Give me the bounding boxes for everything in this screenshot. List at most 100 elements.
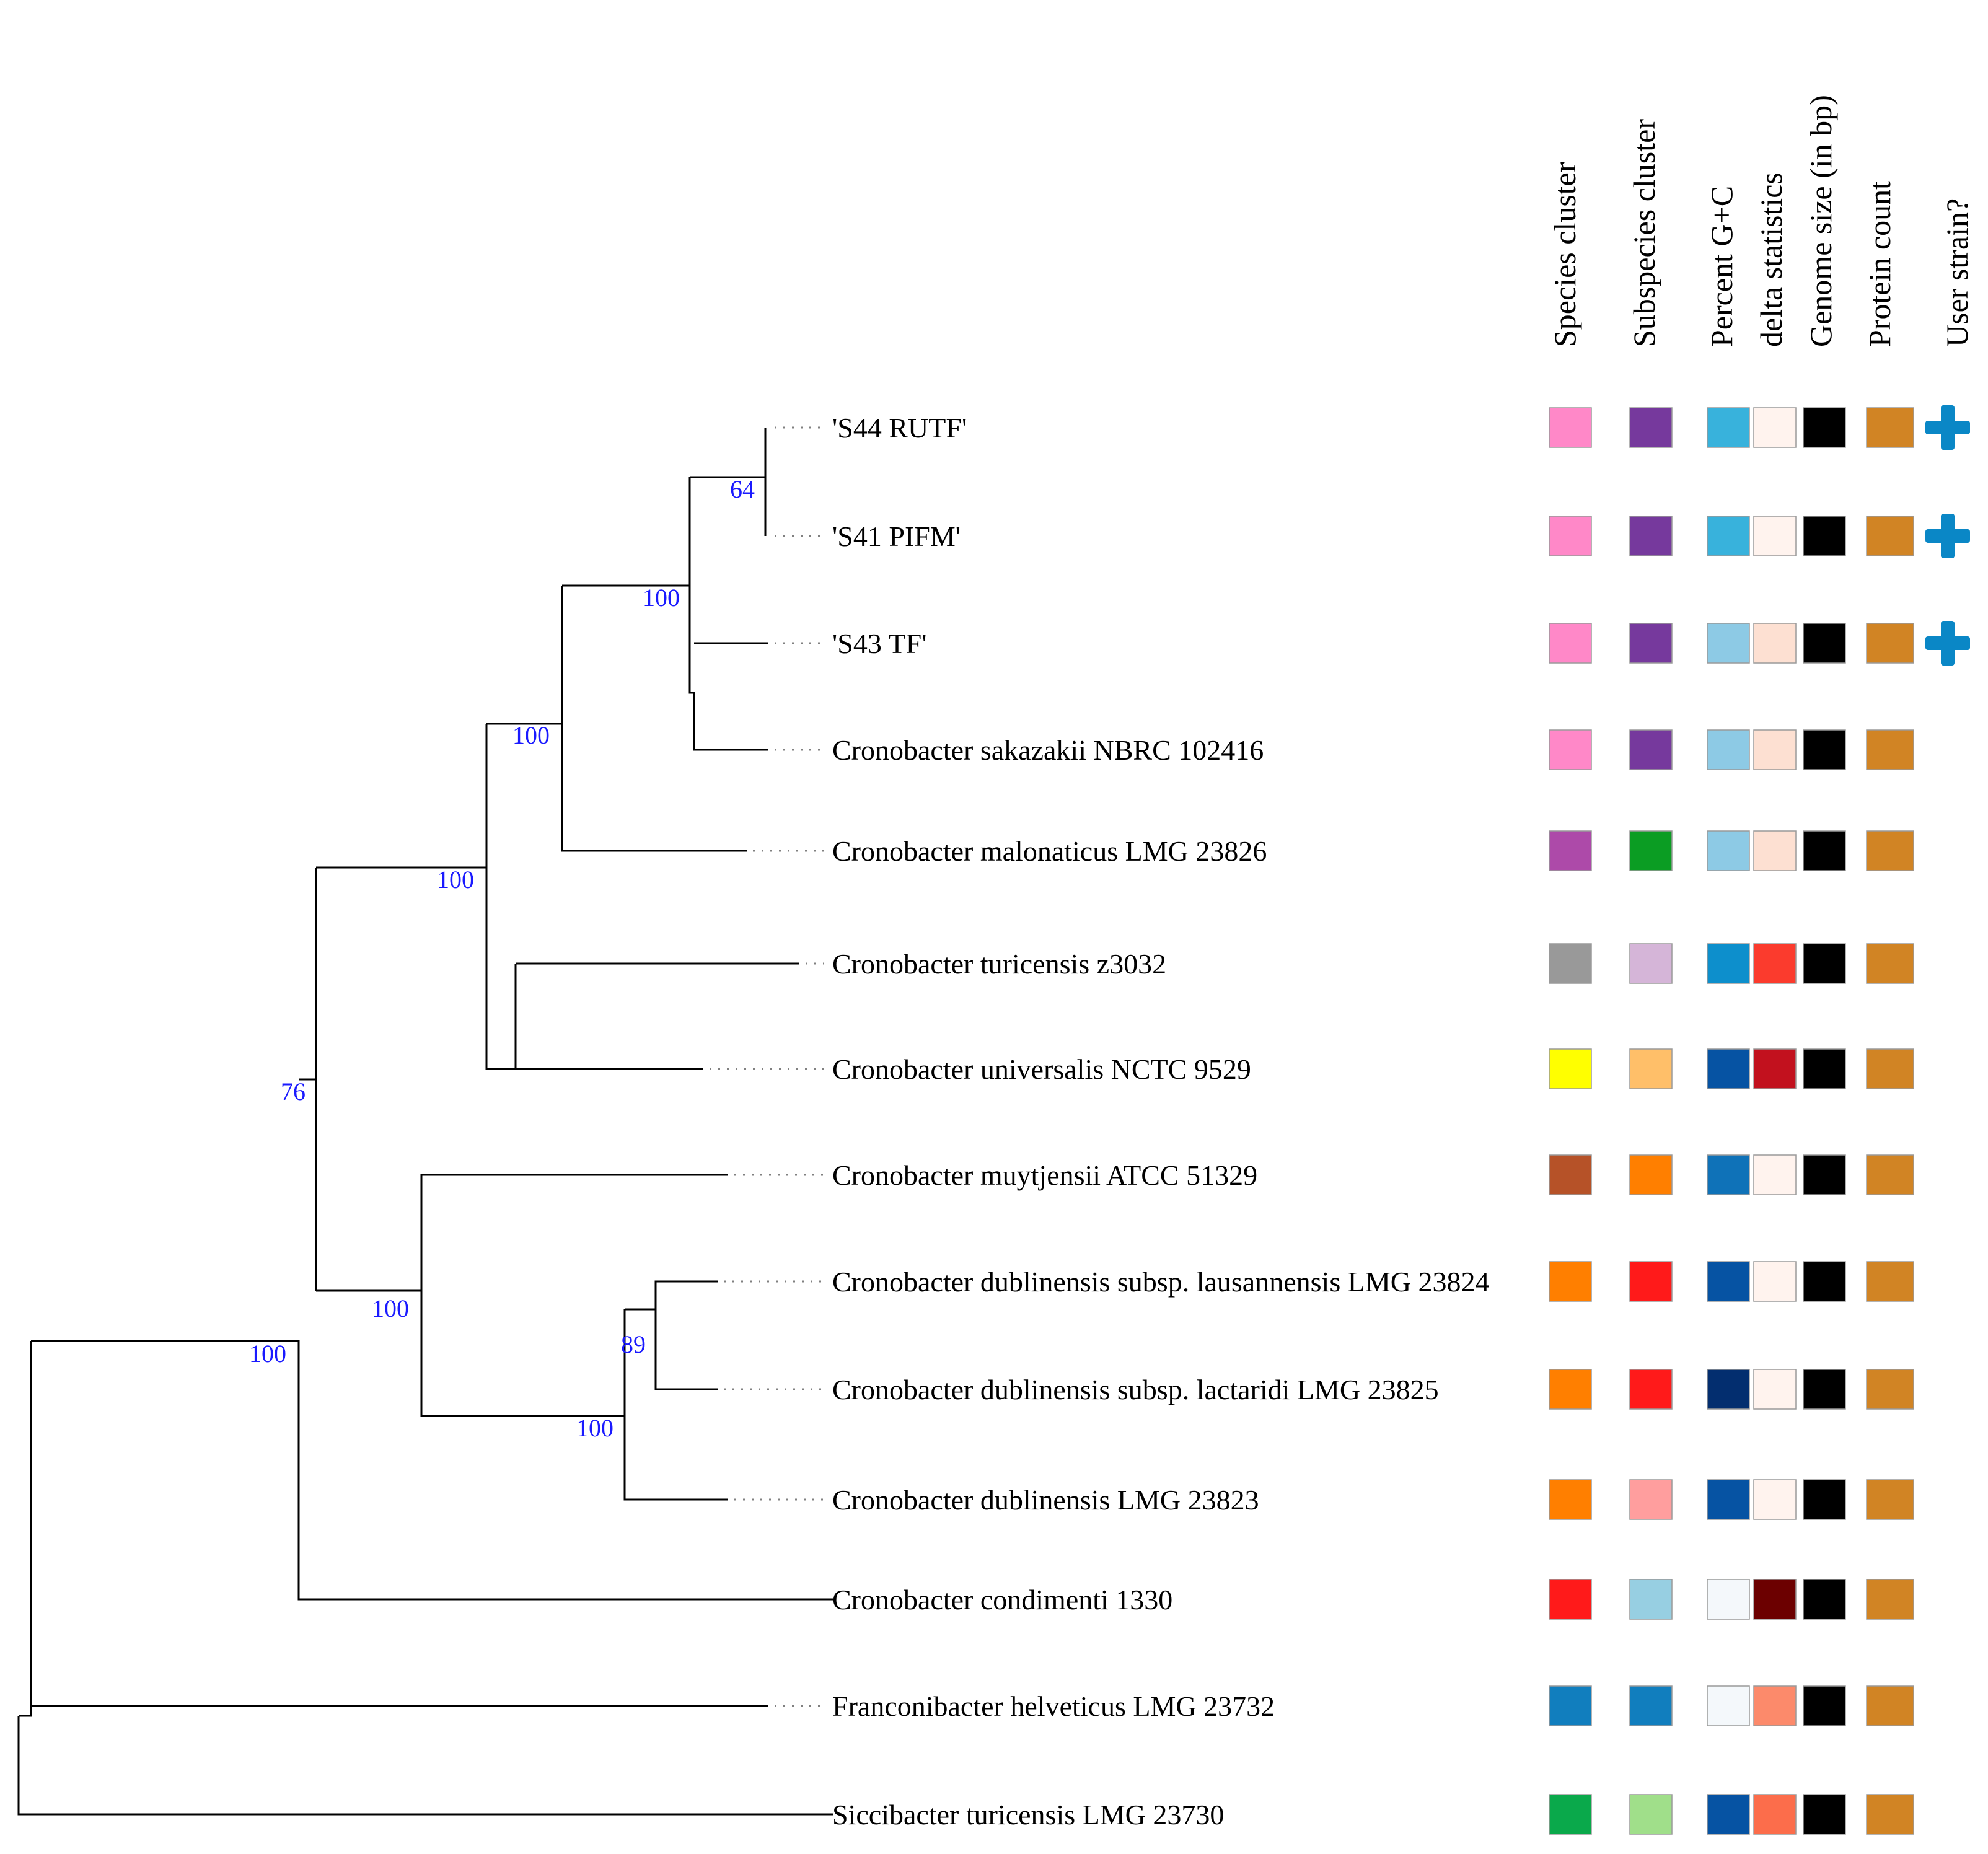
leaf-label: 'S41 PIFM' <box>832 521 961 552</box>
percent-gc-cell <box>1707 830 1750 871</box>
subspecies-cluster-cell <box>1629 729 1673 770</box>
subspecies-cluster-cell <box>1629 623 1673 664</box>
species-cluster-cell <box>1549 516 1592 556</box>
branch-clade-sakazakii-group <box>316 724 516 1070</box>
delta-statistics-cell <box>1753 1794 1797 1835</box>
protein-count-cell <box>1866 623 1914 664</box>
bootstrap-value: 100 <box>576 1414 614 1442</box>
subspecies-cluster-cell <box>1629 1685 1673 1726</box>
metadata-cells <box>1549 407 1914 1835</box>
tree-branches <box>17 428 833 1816</box>
percent-gc-cell <box>1707 623 1750 664</box>
delta-statistics-cell <box>1753 729 1797 770</box>
protein-count-cell <box>1866 1369 1914 1410</box>
leaf-label: Cronobacter universalis NCTC 9529 <box>832 1053 1251 1085</box>
percent-gc-cell <box>1707 1479 1750 1520</box>
bootstrap-value: 76 <box>281 1078 306 1105</box>
protein-count-cell <box>1866 1579 1914 1620</box>
branch-dublinensis-subsp <box>625 1280 718 1390</box>
percent-gc-cell <box>1707 407 1750 448</box>
branch-sak-mal <box>486 586 747 852</box>
percent-gc-cell <box>1707 1579 1750 1620</box>
protein-count-cell <box>1866 1479 1914 1520</box>
leaf-label: Cronobacter condimenti 1330 <box>832 1584 1172 1615</box>
protein-count-cell <box>1866 729 1914 770</box>
leaf-label: Cronobacter dublinensis subsp. lactaridi… <box>832 1374 1439 1405</box>
column-header-percent-gc: Percent G+C <box>1704 186 1739 347</box>
branch-user-strains <box>690 428 767 536</box>
species-cluster-cell <box>1549 1261 1592 1302</box>
protein-count-cell <box>1866 516 1914 556</box>
species-cluster-cell <box>1549 1154 1592 1195</box>
leaf-labels: 'S44 RUTF' 'S41 PIFM' 'S43 TF' Cronobact… <box>832 412 1489 1830</box>
leaf-label: 'S43 TF' <box>832 628 927 659</box>
subspecies-cluster-cell <box>1629 1369 1673 1410</box>
species-cluster-cell <box>1549 1685 1592 1726</box>
percent-gc-cell <box>1707 1261 1750 1302</box>
bootstrap-value: 100 <box>512 721 550 749</box>
genome-size-cell <box>1803 943 1846 984</box>
delta-statistics-cell <box>1753 1261 1797 1302</box>
branch-tur-uni <box>514 964 703 1070</box>
percent-gc-cell <box>1707 1685 1750 1726</box>
protein-count-cell <box>1866 1685 1914 1726</box>
subspecies-cluster-cell <box>1629 1048 1673 1089</box>
delta-statistics-cell <box>1753 1479 1797 1520</box>
species-cluster-cell <box>1549 407 1592 448</box>
branch-ingroup <box>19 1341 768 1717</box>
species-cluster-cell <box>1549 943 1592 984</box>
protein-count-cell <box>1866 943 1914 984</box>
subspecies-cluster-cell <box>1629 943 1673 984</box>
protein-count-cell <box>1866 1261 1914 1302</box>
branch-cronobacter <box>31 1340 833 1601</box>
column-header-subspecies-cluster: Subspecies cluster <box>1627 119 1661 347</box>
delta-statistics-cell <box>1753 516 1797 556</box>
species-cluster-cell <box>1549 623 1592 664</box>
delta-statistics-cell <box>1753 1369 1797 1410</box>
leader-lines <box>710 426 824 1707</box>
leaf-label: Cronobacter turicensis z3032 <box>832 948 1166 980</box>
genome-size-cell <box>1803 1154 1846 1195</box>
percent-gc-cell <box>1707 1794 1750 1835</box>
delta-statistics-cell <box>1753 830 1797 871</box>
branch-clade-a <box>299 868 317 1291</box>
branch-root <box>17 1716 833 1816</box>
subspecies-cluster-cell <box>1629 1154 1673 1195</box>
genome-size-cell <box>1803 623 1846 664</box>
user-strain-markers <box>1925 405 1970 666</box>
bootstrap-value: 100 <box>437 866 474 894</box>
genome-size-cell <box>1803 729 1846 770</box>
delta-statistics-cell <box>1753 943 1797 984</box>
subspecies-cluster-cell <box>1629 830 1673 871</box>
genome-size-cell <box>1803 830 1846 871</box>
column-header-delta-statistics: delta statistics <box>1754 172 1788 347</box>
subspecies-cluster-cell <box>1629 407 1673 448</box>
leaf-label: Cronobacter muytjensii ATCC 51329 <box>832 1159 1257 1191</box>
protein-count-cell <box>1866 1154 1914 1195</box>
percent-gc-cell <box>1707 1369 1750 1410</box>
protein-count-cell <box>1866 407 1914 448</box>
bootstrap-value: 64 <box>730 475 755 503</box>
species-cluster-cell <box>1549 1794 1592 1835</box>
plus-icon <box>1925 621 1970 666</box>
leaf-label: Franconibacter helveticus LMG 23732 <box>832 1690 1275 1722</box>
plus-icon <box>1925 514 1970 558</box>
genome-size-cell <box>1803 1261 1846 1302</box>
genome-size-cell <box>1803 1579 1846 1620</box>
leaf-label: Cronobacter sakazakii NBRC 102416 <box>832 734 1264 766</box>
percent-gc-cell <box>1707 729 1750 770</box>
leaf-label: Cronobacter dublinensis LMG 23823 <box>832 1484 1259 1516</box>
protein-count-cell <box>1866 1048 1914 1089</box>
leaf-label: 'S44 RUTF' <box>832 412 967 444</box>
genome-size-cell <box>1803 1479 1846 1520</box>
species-cluster-cell <box>1549 1479 1592 1520</box>
subspecies-cluster-cell <box>1629 1261 1673 1302</box>
delta-statistics-cell <box>1753 407 1797 448</box>
subspecies-cluster-cell <box>1629 1579 1673 1620</box>
bootstrap-values: 64 100 100 100 76 100 89 100 100 <box>249 475 755 1442</box>
species-cluster-cell <box>1549 830 1592 871</box>
delta-statistics-cell <box>1753 1154 1797 1195</box>
genome-size-cell <box>1803 516 1846 556</box>
genome-size-cell <box>1803 1794 1846 1835</box>
